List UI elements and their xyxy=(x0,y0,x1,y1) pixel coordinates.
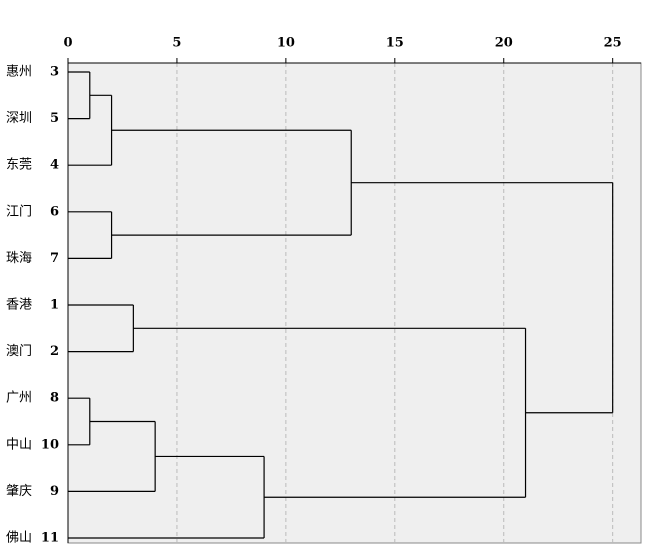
leaf-label: 佛山 xyxy=(6,531,32,546)
leaf-id: 10 xyxy=(41,437,59,452)
leaf-id: 5 xyxy=(50,111,59,126)
leaf-label: 澳门 xyxy=(6,343,32,359)
x-tick-label: 5 xyxy=(172,36,181,51)
x-tick-label: 25 xyxy=(604,36,622,51)
x-tick-label: 15 xyxy=(386,36,404,51)
leaf-label: 江门 xyxy=(6,204,32,219)
leaf-label: 香港 xyxy=(6,298,32,313)
leaf-label: 惠州 xyxy=(6,65,32,80)
leaf-id: 6 xyxy=(50,204,59,219)
leaf-label: 珠海 xyxy=(6,251,32,266)
leaf-id: 2 xyxy=(50,344,59,359)
leaf-id: 9 xyxy=(50,484,59,499)
x-tick-label: 10 xyxy=(277,36,295,51)
leaf-id: 11 xyxy=(41,531,59,546)
leaf-label: 深圳 xyxy=(6,111,32,126)
leaf-label: 广州 xyxy=(6,391,32,406)
leaf-id: 1 xyxy=(50,298,59,313)
leaf-id: 7 xyxy=(50,251,59,266)
leaf-label: 中山 xyxy=(6,437,32,452)
x-tick-label: 20 xyxy=(495,36,513,51)
plot-area xyxy=(67,62,642,544)
leaf-id: 4 xyxy=(50,158,59,173)
leaf-label: 东莞 xyxy=(6,158,32,173)
leaf-id: 3 xyxy=(50,65,59,80)
x-tick-label: 0 xyxy=(63,36,72,51)
leaf-id: 8 xyxy=(50,391,59,406)
leaf-label: 肇庆 xyxy=(6,484,32,499)
